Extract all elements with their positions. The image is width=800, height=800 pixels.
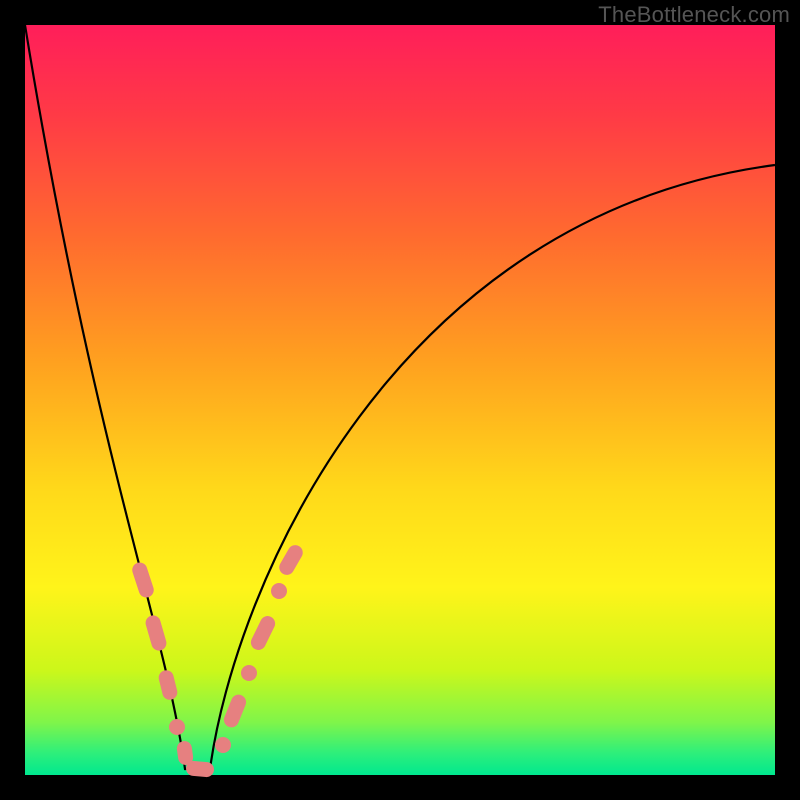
curve-marker bbox=[241, 665, 257, 681]
curve-marker bbox=[169, 719, 185, 735]
curve-marker bbox=[215, 737, 231, 753]
watermark-label: TheBottleneck.com bbox=[598, 2, 790, 28]
chart-frame: TheBottleneck.com bbox=[0, 0, 800, 800]
curve-marker bbox=[271, 583, 287, 599]
chart-svg bbox=[0, 0, 800, 800]
plot-background bbox=[25, 25, 775, 775]
